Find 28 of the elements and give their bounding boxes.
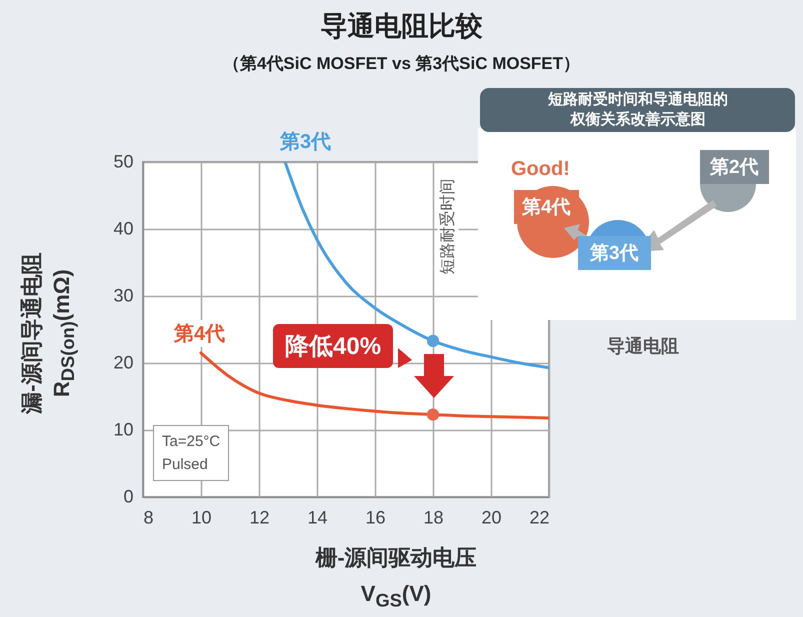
text: 短路耐受时间和导通电阻的权衡关系改善示意图	[547, 90, 729, 130]
y-tick-label: 50	[113, 152, 134, 172]
x-tick-label: 14	[307, 508, 328, 528]
x-tick-label: 12	[249, 508, 270, 528]
series-label: 第4代	[170, 320, 230, 347]
x-tick-label: 22	[529, 508, 550, 528]
y-tick-label: 20	[113, 352, 134, 372]
text: 第3代	[578, 236, 651, 270]
x-tick-label: 16	[365, 508, 386, 528]
chart-subtitle: （第4代SiC MOSFET vs 第3代SiC MOSFET）	[222, 53, 582, 75]
chart-title: 导通电阻比较	[320, 10, 484, 43]
annotation: 短路耐受时间	[438, 176, 458, 276]
y-tick-label: 10	[113, 420, 134, 440]
text: 导通电阻	[607, 335, 679, 358]
x-tick-label: 8	[144, 508, 154, 528]
x-axis-title: 栅-源间驱动电压 V$_{GS}$(V)	[314, 544, 478, 612]
y-tick-label: 30	[113, 286, 134, 306]
x-tick-label: 18	[423, 508, 444, 528]
y-tick-label: 40	[113, 218, 134, 238]
x-tick-label: 10	[191, 508, 212, 528]
annotation: 第4代	[514, 190, 579, 224]
annotation: 降低40%	[273, 324, 394, 368]
annotation: Good!	[511, 158, 570, 181]
annotation: Ta=25°C Pulsed	[153, 425, 230, 481]
y-tick-label: 0	[123, 486, 134, 506]
series-label: 第3代	[279, 130, 332, 155]
text: 第2代	[700, 150, 769, 184]
x-tick-label: 20	[481, 508, 502, 528]
